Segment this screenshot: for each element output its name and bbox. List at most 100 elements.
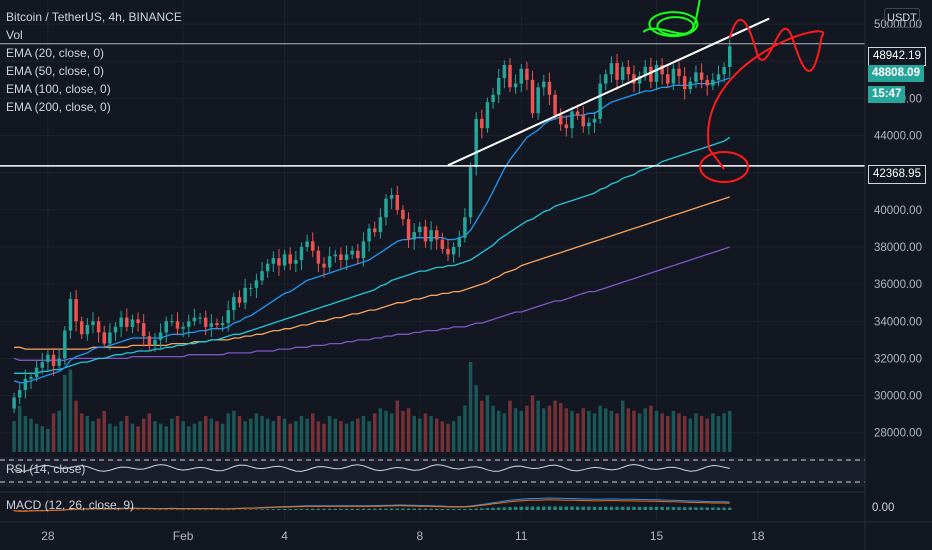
macd-histogram-bar bbox=[716, 507, 721, 510]
candle bbox=[34, 367, 39, 377]
macd-label[interactable]: MACD (12, 26, close, 9) bbox=[6, 498, 135, 512]
legend-ema20[interactable]: EMA (20, close, 0) bbox=[6, 46, 105, 60]
volume-bar bbox=[34, 423, 39, 452]
macd-histogram-bar bbox=[254, 509, 259, 510]
volume-bar bbox=[125, 416, 129, 452]
candle bbox=[91, 321, 95, 325]
macd-histogram-bar bbox=[592, 506, 597, 510]
volume-bar bbox=[372, 413, 377, 452]
macd-histogram-bar bbox=[649, 506, 653, 510]
x-tick-label: 28 bbox=[41, 529, 55, 543]
legend-ema200[interactable]: EMA (200, close, 0) bbox=[6, 100, 111, 114]
x-tick-label: Feb bbox=[173, 529, 194, 543]
macd-histogram-bar bbox=[406, 508, 411, 510]
candle bbox=[530, 79, 535, 114]
volume-bar bbox=[542, 408, 546, 452]
volume-bar bbox=[91, 421, 95, 452]
y-tick-label: 44000.00 bbox=[874, 131, 922, 143]
candle bbox=[277, 258, 281, 266]
macd-histogram-bar bbox=[485, 508, 490, 510]
candle bbox=[598, 83, 602, 119]
volume-bar bbox=[277, 416, 281, 452]
drawings[interactable] bbox=[447, 0, 825, 183]
candle bbox=[102, 332, 106, 344]
projection-path bbox=[707, 18, 825, 170]
macd-histogram-bar bbox=[277, 509, 281, 510]
macd-histogram-bar bbox=[158, 509, 163, 511]
volume-bar bbox=[384, 410, 388, 452]
candle bbox=[564, 124, 569, 129]
candle bbox=[423, 226, 428, 242]
candle bbox=[305, 241, 309, 247]
macd-histogram-bar bbox=[547, 506, 552, 510]
volume-bar bbox=[468, 362, 473, 452]
candle bbox=[457, 237, 462, 247]
candle bbox=[451, 247, 456, 255]
candle bbox=[389, 195, 394, 199]
candle bbox=[384, 198, 388, 218]
legend-title[interactable]: Bitcoin / TetherUS, 4h, BINANCE bbox=[6, 10, 182, 24]
volume-bar bbox=[226, 413, 230, 452]
volume-bar bbox=[327, 416, 332, 452]
currency-button[interactable]: USDT bbox=[884, 8, 920, 28]
volume-bar bbox=[525, 405, 529, 452]
volume-bar bbox=[170, 418, 174, 452]
candle bbox=[728, 46, 732, 67]
candle bbox=[23, 378, 28, 390]
volume-bar bbox=[446, 423, 450, 452]
candles bbox=[12, 39, 732, 414]
candle bbox=[249, 287, 253, 289]
volume-bar bbox=[361, 416, 366, 452]
volume-bar bbox=[536, 400, 540, 452]
volume-bar bbox=[418, 418, 422, 452]
volume-bar bbox=[215, 421, 219, 452]
level-tag-low: 42368.95 bbox=[868, 165, 926, 184]
macd-histogram-bar bbox=[666, 507, 670, 510]
legend-ema50[interactable]: EMA (50, close, 0) bbox=[6, 64, 105, 78]
volume-bar bbox=[130, 423, 135, 452]
macd-histogram-bar bbox=[344, 508, 349, 510]
volume-bar bbox=[356, 418, 360, 452]
volume-bar bbox=[570, 410, 574, 452]
volume-bar bbox=[587, 410, 591, 452]
candle bbox=[203, 317, 208, 327]
volume-bar bbox=[666, 416, 670, 452]
volume-bar bbox=[74, 400, 78, 452]
macd-histogram-bar bbox=[294, 508, 298, 510]
volume-bar bbox=[63, 374, 67, 452]
macd-histogram-bar bbox=[491, 507, 495, 510]
volume-bar bbox=[491, 405, 495, 452]
macd-histogram-bar bbox=[316, 508, 321, 510]
candle bbox=[491, 94, 495, 103]
volume-bar bbox=[660, 413, 664, 452]
legend-vol[interactable]: Vol bbox=[6, 28, 23, 42]
candle bbox=[508, 65, 512, 88]
candle bbox=[57, 358, 61, 366]
macd-histogram-bar bbox=[305, 508, 309, 510]
macd-histogram-bar bbox=[508, 507, 512, 510]
volume-bar bbox=[440, 421, 445, 452]
macd-histogram-bar bbox=[609, 506, 614, 510]
legend-ema100[interactable]: EMA (100, close, 0) bbox=[6, 82, 111, 96]
y-tick-label: 28000.00 bbox=[874, 428, 922, 440]
macd-histogram-bar bbox=[496, 507, 501, 510]
candle bbox=[271, 258, 276, 264]
green-scribble bbox=[642, 0, 701, 35]
macd-histogram-bar bbox=[265, 509, 270, 510]
candle bbox=[170, 321, 174, 323]
volume-bar bbox=[288, 423, 292, 452]
candle bbox=[480, 118, 484, 129]
macd-histogram-bar bbox=[564, 506, 569, 510]
rsi-label[interactable]: RSI (14, close) bbox=[6, 462, 86, 476]
volume-bar bbox=[705, 418, 709, 452]
macd-histogram-bar bbox=[271, 509, 276, 510]
candle bbox=[46, 354, 50, 363]
volume-bar bbox=[530, 395, 535, 452]
candle bbox=[130, 319, 135, 327]
time-axis[interactable]: 28 Feb 4 8 11 15 18 bbox=[0, 521, 932, 543]
candle bbox=[542, 81, 546, 88]
candle bbox=[141, 323, 146, 337]
candle bbox=[79, 321, 84, 335]
macd-histogram-bar bbox=[513, 506, 518, 510]
